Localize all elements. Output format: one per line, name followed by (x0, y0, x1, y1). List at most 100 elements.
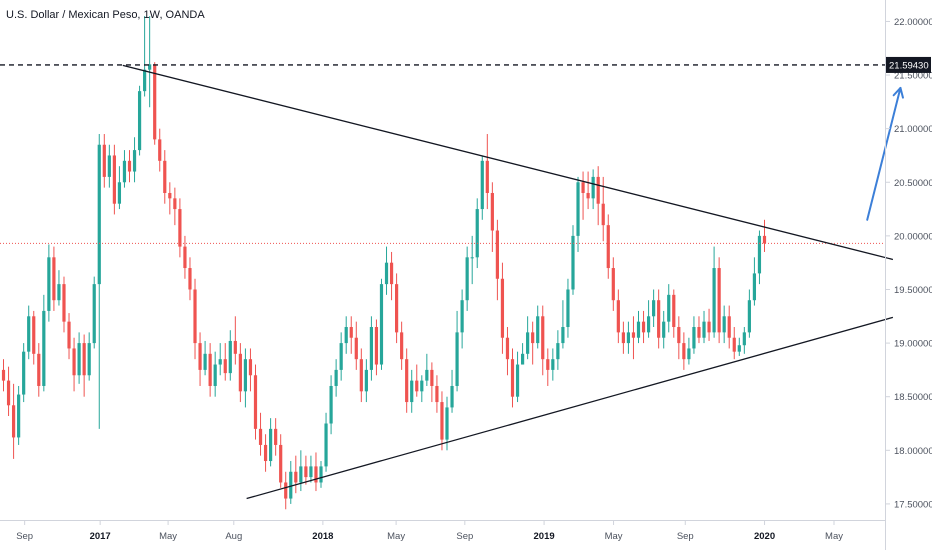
candle (107, 144, 111, 188)
resistance-trendline[interactable] (122, 64, 894, 261)
candle-body (762, 235, 767, 244)
candle-body (601, 203, 605, 226)
candle (732, 327, 736, 360)
candle-body (697, 327, 701, 338)
time-tick-label: Sep (456, 531, 473, 542)
candle (410, 369, 414, 413)
candle (77, 332, 81, 384)
candle-body (389, 262, 394, 285)
candle (425, 353, 429, 386)
candle-body (687, 348, 691, 360)
candle-body (47, 257, 51, 311)
time-tick-label: 2017 (90, 531, 111, 542)
candle (515, 351, 520, 403)
candle (667, 284, 671, 333)
candle (258, 412, 263, 456)
candle (364, 359, 368, 403)
candle (490, 182, 494, 252)
price-axis[interactable]: 17.50000 18.00000 18.50000 19.00000 19.50000… (885, 17, 932, 510)
candle (132, 137, 137, 183)
candle-body (102, 144, 106, 177)
candle-body (752, 273, 757, 301)
candle (329, 375, 333, 435)
candle (581, 171, 585, 220)
plot-area[interactable] (1, 16, 767, 510)
chart-title: U.S. Dollar / Mexican Peso, 1W, OANDA (6, 9, 205, 21)
candle (57, 270, 61, 306)
candle-body (319, 466, 323, 483)
candle-body (218, 359, 222, 365)
candle-body (727, 316, 731, 338)
candle-body (606, 225, 610, 269)
candle-body (62, 284, 66, 322)
candle (11, 383, 16, 459)
candle-body (480, 160, 484, 210)
arrow-shaft (866, 86, 902, 221)
candle-body (531, 332, 535, 344)
marked-level-label-background (886, 56, 931, 73)
candle (213, 351, 217, 397)
time-tick-label: 2019 (534, 531, 555, 542)
projection-arrow[interactable] (866, 86, 904, 221)
candle-body (405, 359, 409, 403)
candle-body (420, 380, 424, 392)
support-trendline[interactable] (246, 316, 894, 500)
price-tick-label: 22.00000 (894, 17, 932, 28)
candle-body (445, 407, 449, 440)
candle-body (1, 369, 6, 381)
candle (480, 155, 484, 220)
candle-body (324, 423, 328, 467)
candle (319, 461, 323, 488)
time-tick-label: May (387, 531, 405, 542)
candle (163, 150, 167, 204)
time-axis[interactable]: Sep 2017 May Aug 2018 May Sep 2019 May Sep 2020 May (16, 520, 843, 542)
candle-body (122, 160, 127, 183)
price-tick-label: 20.00000 (894, 231, 932, 242)
candle-body (107, 155, 111, 177)
candle (208, 343, 212, 397)
candle-body (485, 160, 489, 193)
candle (102, 134, 106, 188)
candle (22, 343, 26, 403)
candle-body (576, 182, 580, 236)
candle-body (611, 268, 615, 301)
candle (37, 343, 41, 397)
candle (662, 310, 666, 349)
candle (349, 316, 353, 354)
candle (687, 337, 691, 365)
candle (616, 289, 620, 344)
candle-body (737, 345, 741, 352)
candle-body (536, 316, 540, 344)
candle-body (67, 321, 71, 349)
candle (697, 316, 701, 344)
candle-body (374, 327, 379, 365)
candle (279, 434, 283, 488)
candle-body (329, 385, 333, 424)
candle (193, 278, 197, 360)
candle (143, 16, 147, 97)
candle-body (551, 359, 555, 370)
candle (263, 434, 268, 472)
candle (153, 62, 157, 145)
candle (218, 343, 222, 376)
candle-body (178, 209, 182, 247)
candle-body (168, 192, 172, 199)
candle-body (22, 351, 26, 395)
price-tick-label: 19.00000 (894, 339, 932, 350)
candle (752, 257, 757, 306)
candle (97, 134, 101, 429)
candle (274, 418, 278, 456)
candle-body (475, 209, 479, 258)
candle (561, 300, 565, 349)
candle-body (137, 91, 142, 151)
candle (168, 182, 172, 215)
candle-body (520, 353, 525, 365)
candle (395, 273, 399, 344)
candle (682, 332, 686, 370)
candle (369, 316, 374, 381)
price-tick-label: 17.50000 (894, 499, 932, 510)
candle (27, 305, 31, 360)
candle-body (359, 359, 363, 392)
candle-body (203, 353, 207, 370)
